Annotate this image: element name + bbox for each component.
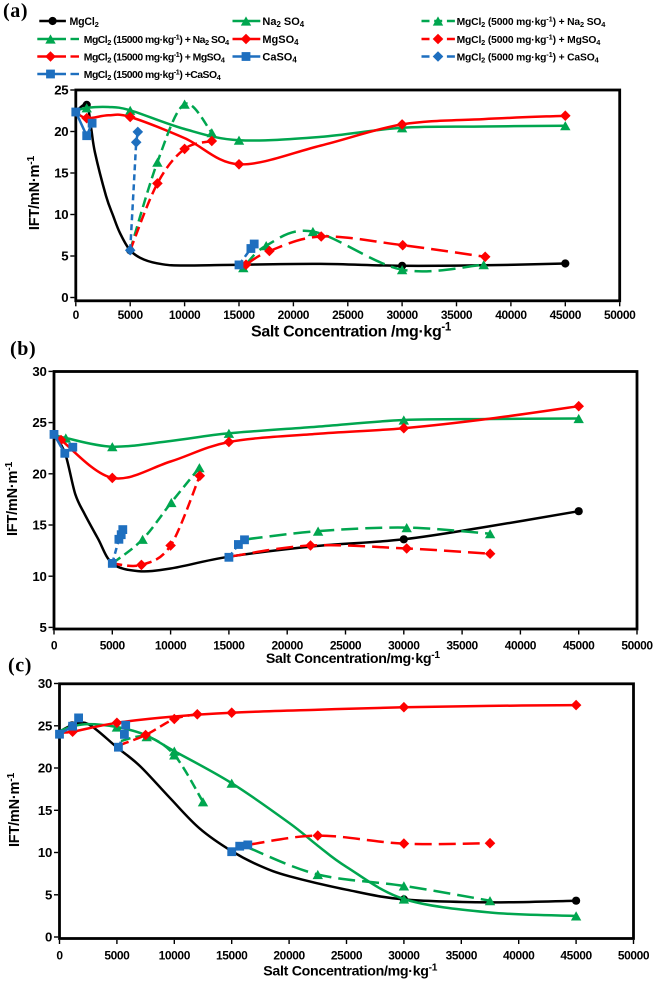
svg-text:25000: 25000 (330, 639, 362, 653)
svg-text:MgCl2​ (15000 mg·kg-1​) + MgSO: MgCl2​ (15000 mg·kg-1​) + MgSO4​ (84, 50, 226, 65)
svg-text:40000: 40000 (503, 949, 535, 963)
svg-text:35000: 35000 (441, 308, 473, 322)
svg-text:10: 10 (54, 207, 68, 222)
svg-text:0: 0 (61, 290, 68, 305)
svg-text:50000: 50000 (621, 639, 653, 653)
svg-text:5: 5 (39, 620, 46, 635)
svg-text:15000: 15000 (216, 949, 248, 963)
svg-text:45000: 45000 (560, 949, 592, 963)
svg-text:30000: 30000 (386, 308, 418, 322)
svg-text:0: 0 (56, 949, 63, 963)
svg-text:45000: 45000 (563, 639, 595, 653)
svg-text:MgCl2​ (5000 mg·kg-1​) + MgSO4: MgCl2​ (5000 mg·kg-1​) + MgSO4​ (457, 32, 602, 47)
svg-text:0: 0 (73, 308, 80, 322)
svg-text:20: 20 (32, 466, 46, 481)
svg-text:5000: 5000 (104, 949, 130, 963)
svg-text:25000: 25000 (331, 949, 363, 963)
svg-text:25: 25 (54, 83, 68, 98)
svg-text:(b): (b) (10, 338, 36, 360)
svg-text:IFT/mN·m-1​: IFT/mN·m-1​ (6, 773, 23, 848)
svg-text:IFT/mN·m-1​: IFT/mN·m-1​ (26, 156, 43, 231)
svg-text:40000: 40000 (495, 308, 527, 322)
svg-text:25000: 25000 (332, 308, 364, 322)
svg-text:Salt Concentration /mg·kg-1​: Salt Concentration /mg·kg-1​ (251, 322, 452, 341)
svg-text:15: 15 (32, 518, 46, 533)
svg-text:15: 15 (38, 803, 52, 818)
svg-text:10000: 10000 (169, 308, 201, 322)
svg-text:15: 15 (54, 166, 68, 181)
svg-text:Salt Concentration/mg·kg-1​: Salt Concentration/mg·kg-1​ (263, 962, 438, 979)
svg-text:30000: 30000 (388, 639, 420, 653)
svg-text:15000: 15000 (213, 639, 245, 653)
svg-text:MgCl2​ (5000 mg·kg-1​) + CaSO4: MgCl2​ (5000 mg·kg-1​) + CaSO4​ (457, 50, 600, 65)
svg-text:Salt Concentration/mg·kg-1​: Salt Concentration/mg·kg-1​ (266, 650, 441, 667)
svg-text:45000: 45000 (550, 308, 582, 322)
svg-text:25: 25 (38, 718, 52, 733)
svg-text:(a): (a) (3, 0, 28, 22)
svg-text:30: 30 (32, 364, 46, 379)
svg-text:MgSO4​: MgSO4​ (262, 34, 299, 47)
svg-text:0: 0 (51, 639, 58, 653)
svg-text:(c): (c) (8, 655, 32, 677)
svg-text:30: 30 (38, 676, 52, 691)
svg-text:20000: 20000 (272, 639, 304, 653)
svg-text:10: 10 (32, 569, 46, 584)
svg-text:35000: 35000 (446, 639, 478, 653)
svg-text:0: 0 (45, 930, 52, 945)
svg-text:5: 5 (45, 887, 52, 902)
svg-text:10000: 10000 (155, 639, 187, 653)
svg-text:10000: 10000 (159, 949, 191, 963)
svg-text:50000: 50000 (618, 949, 650, 963)
svg-text:MgCl2​ (5000 mg·kg-1​) + Na2​: MgCl2​ (5000 mg·kg-1​) + Na2​ SO4​ (457, 14, 607, 29)
svg-text:50000: 50000 (604, 308, 636, 322)
svg-text:Na2​ SO4​: Na2​ SO4​ (262, 16, 304, 29)
svg-text:20000: 20000 (278, 308, 310, 322)
svg-text:20: 20 (54, 124, 68, 139)
svg-text:20000: 20000 (273, 949, 305, 963)
svg-text:5: 5 (61, 249, 68, 264)
svg-text:5000: 5000 (118, 308, 144, 322)
svg-text:30000: 30000 (388, 949, 420, 963)
svg-text:35000: 35000 (446, 949, 478, 963)
svg-text:CaSO4​: CaSO4​ (262, 52, 297, 65)
svg-text:40000: 40000 (505, 639, 537, 653)
svg-text:25: 25 (32, 415, 46, 430)
svg-text:5000: 5000 (100, 639, 126, 653)
svg-text:15000: 15000 (223, 308, 255, 322)
svg-text:MgCl2​ (15000 mg·kg-1​) +CaSO4: MgCl2​ (15000 mg·kg-1​) +CaSO4​ (84, 67, 222, 82)
svg-text:10: 10 (38, 845, 52, 860)
svg-text:IFT/mN·m-1​: IFT/mN·m-1​ (4, 462, 21, 537)
svg-text:MgCl2​ (15000 mg·kg-1​) + Na2​: MgCl2​ (15000 mg·kg-1​) + Na2​ SO4​ (84, 32, 230, 47)
svg-text:MgCl2​: MgCl2​ (70, 16, 99, 29)
svg-text:20: 20 (38, 761, 52, 776)
